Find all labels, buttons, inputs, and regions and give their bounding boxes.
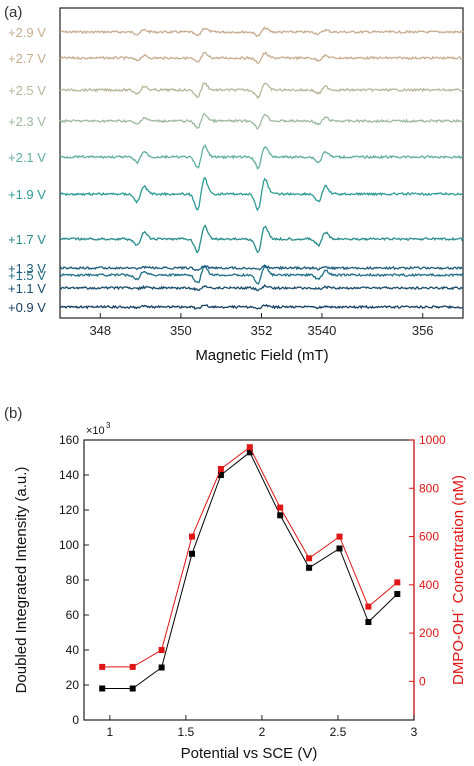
spectrum-trace bbox=[59, 112, 464, 130]
concentration-point bbox=[365, 603, 372, 610]
panel-b-axes: 0 20 40 60 80 100 120 140 160 0 200 400 600 800 1000 1 1… bbox=[59, 433, 446, 739]
concentration-point bbox=[99, 663, 106, 670]
potential-label: +2.5 V bbox=[8, 83, 46, 98]
concentration-point bbox=[306, 555, 313, 562]
intensity-point bbox=[306, 564, 313, 571]
right-y-tick-label: 200 bbox=[419, 626, 439, 640]
spectrum-trace bbox=[59, 264, 464, 272]
potential-label: +1.1 V bbox=[8, 281, 46, 296]
potential-label: +1.7 V bbox=[8, 232, 46, 247]
intensity-point bbox=[365, 619, 372, 625]
intensity-point bbox=[394, 591, 401, 597]
panel-b-right-y-axis-title: DMPO-OH˙ Concentration (nM) bbox=[450, 475, 467, 685]
concentration-point bbox=[394, 579, 401, 586]
right-y-tick-label: 600 bbox=[419, 530, 439, 544]
potential-label: +2.1 V bbox=[8, 150, 46, 165]
spectrum-trace bbox=[59, 224, 464, 254]
panel-b-left-y-axis-title: Doubled Integrated Intensity (a.u.) bbox=[13, 467, 30, 694]
left-y-tick-label: 80 bbox=[66, 573, 80, 587]
spectrum-trace bbox=[59, 51, 464, 65]
potential-label: +1.3 V bbox=[8, 261, 46, 276]
left-y-tick-label: 40 bbox=[66, 643, 80, 657]
y-multiplier-exponent: 3 bbox=[106, 421, 111, 430]
potential-label: +1.5 V bbox=[8, 268, 46, 283]
x-tick-label: 3540 bbox=[307, 323, 336, 338]
right-y-tick-label: 0 bbox=[419, 674, 426, 688]
panel-a-esr-spectra: (a) +2.9 V +2.7 V +2.5 V +2.3 V +2.1 V +1.9 V… bbox=[4, 4, 464, 364]
spectrum-trace bbox=[59, 25, 464, 38]
intensity-point bbox=[129, 685, 136, 692]
intensity-point bbox=[336, 545, 343, 552]
x-tick-label: 1.5 bbox=[178, 725, 195, 739]
left-y-tick-label: 20 bbox=[66, 678, 80, 692]
panel-b-series bbox=[99, 444, 401, 692]
x-tick-label: 352 bbox=[251, 323, 273, 338]
panel-a-plot-frame bbox=[59, 7, 464, 319]
concentration-point bbox=[189, 533, 195, 540]
potential-label: +1.9 V bbox=[8, 187, 46, 202]
potential-label: +0.9 V bbox=[8, 300, 46, 315]
intensity-point bbox=[158, 664, 165, 671]
potential-label: +2.7 V bbox=[8, 51, 46, 66]
left-y-tick-label: 60 bbox=[66, 608, 80, 622]
left-y-tick-label: 160 bbox=[59, 433, 79, 447]
concentration-line bbox=[102, 446, 398, 668]
spectrum-trace bbox=[59, 82, 464, 100]
x-tick-label: 2.5 bbox=[330, 725, 347, 739]
intensity-point bbox=[277, 512, 284, 519]
y-multiplier-base: ×10 bbox=[86, 425, 105, 437]
potential-label: +2.9 V bbox=[8, 25, 46, 40]
spectrum-trace bbox=[59, 303, 464, 310]
concentration-point bbox=[277, 504, 284, 511]
panel-a-label: (a) bbox=[4, 4, 22, 21]
concentration-point bbox=[246, 444, 253, 451]
potential-label: +2.3 V bbox=[8, 114, 46, 129]
right-y-tick-label: 1000 bbox=[419, 433, 446, 447]
x-tick-label: 348 bbox=[89, 323, 111, 338]
x-tick-label: 350 bbox=[170, 323, 192, 338]
right-y-tick-label: 800 bbox=[419, 481, 439, 495]
concentration-point bbox=[217, 466, 224, 472]
panel-a-x-ticks: 348 350 352 3540 356 bbox=[89, 313, 434, 338]
panel-b-plot-frame bbox=[83, 439, 415, 721]
spectrum-trace bbox=[59, 264, 464, 285]
x-tick-label: 356 bbox=[412, 323, 434, 338]
intensity-point bbox=[217, 472, 224, 478]
panel-b-intensity-plot: (b) ×10 3 0 20 40 60 80 100 120 140 160 0 200 400 60… bbox=[4, 405, 467, 762]
spectrum-trace bbox=[59, 177, 464, 212]
spectrum-trace bbox=[59, 284, 464, 292]
right-y-tick-label: 400 bbox=[419, 578, 439, 592]
concentration-point bbox=[158, 647, 165, 653]
concentration-point bbox=[129, 663, 136, 670]
left-y-tick-label: 100 bbox=[59, 538, 79, 552]
x-tick-label: 3 bbox=[411, 725, 418, 739]
intensity-point bbox=[99, 685, 106, 692]
spectra-traces bbox=[59, 25, 464, 310]
x-tick-label: 2 bbox=[259, 725, 266, 739]
concentration-point bbox=[336, 533, 343, 540]
x-tick-label: 1 bbox=[107, 725, 114, 739]
intensity-point bbox=[246, 449, 253, 456]
panel-a-x-axis-title: Magnetic Field (mT) bbox=[195, 347, 328, 364]
panel-b-x-axis-title: Potential vs SCE (V) bbox=[181, 745, 318, 762]
left-y-tick-label: 120 bbox=[59, 503, 79, 517]
panel-b-label: (b) bbox=[4, 405, 22, 422]
potential-labels: +2.9 V +2.7 V +2.5 V +2.3 V +2.1 V +1.9 V +1.7… bbox=[8, 25, 46, 315]
spectrum-trace bbox=[59, 144, 464, 170]
intensity-point bbox=[189, 550, 195, 557]
left-y-tick-label: 140 bbox=[59, 468, 79, 482]
left-y-tick-label: 0 bbox=[72, 713, 79, 727]
